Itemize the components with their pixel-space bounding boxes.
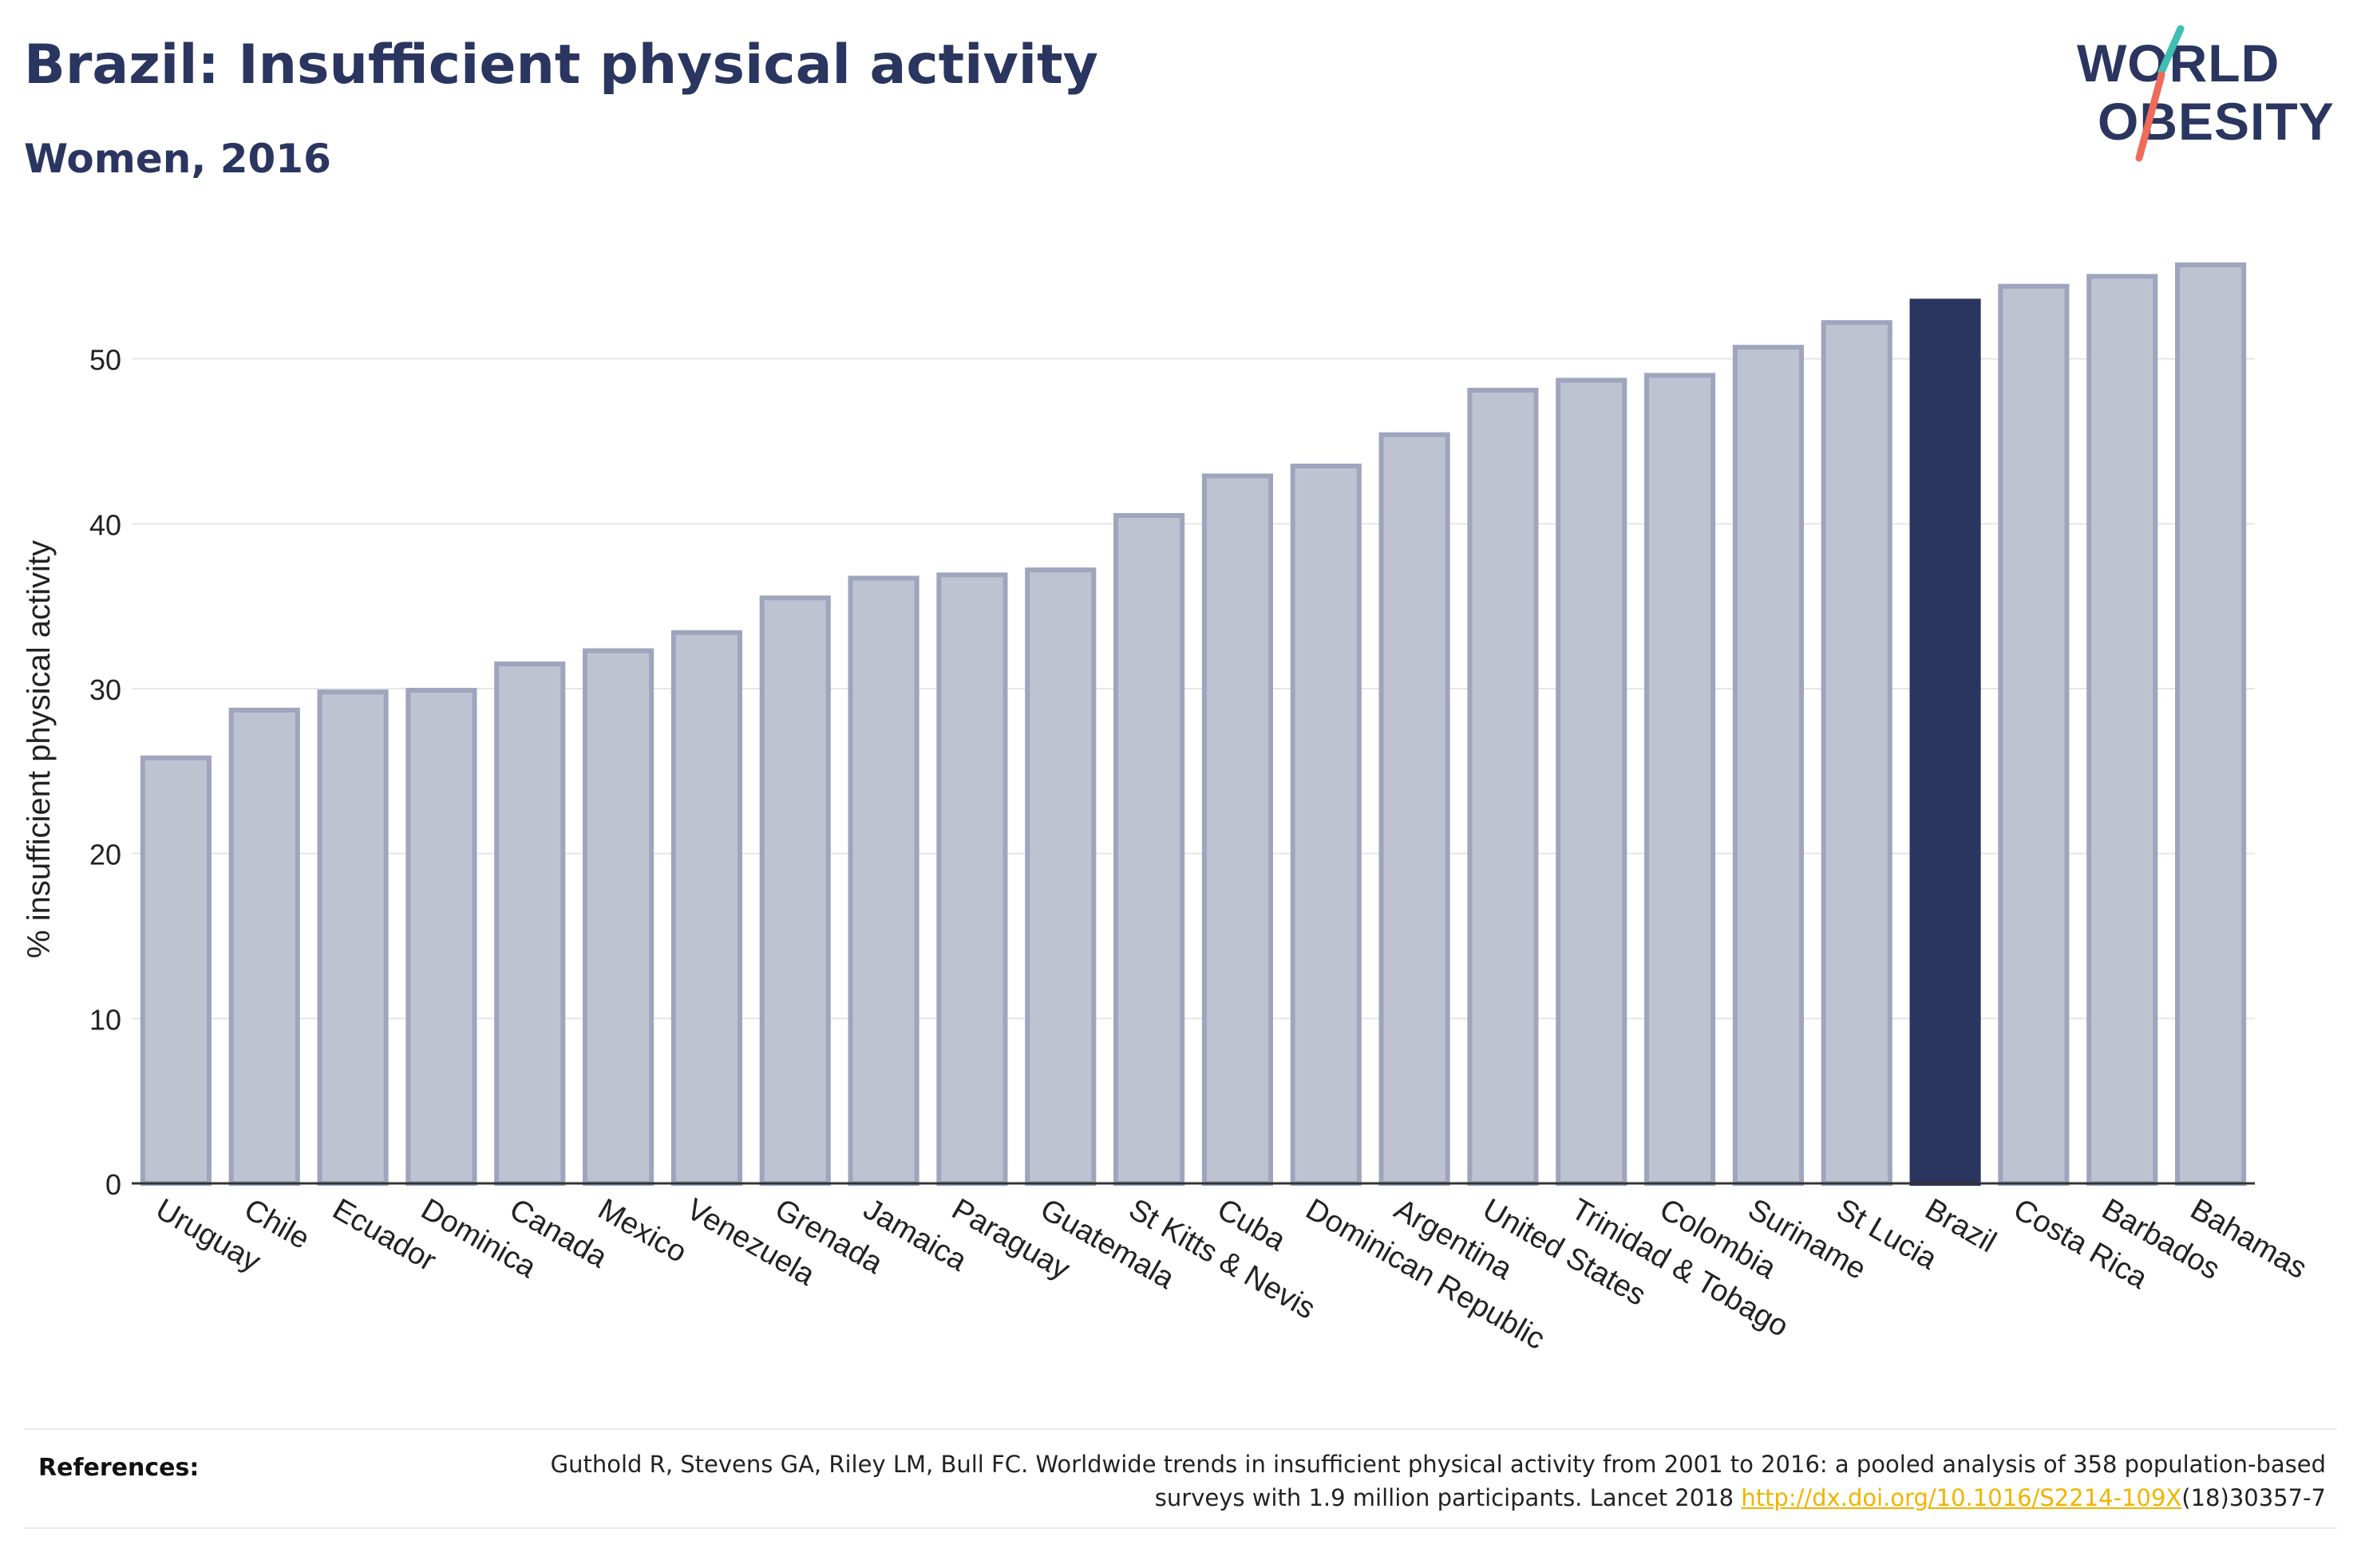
x-tick-label: Mexico <box>592 1192 692 1270</box>
references-text: Guthold R, Stevens GA, Riley LM, Bull FC… <box>522 1448 2326 1515</box>
y-tick-label: 10 <box>89 1003 121 1036</box>
bar-paraguay <box>936 572 1008 1186</box>
y-axis-label: % insufficient physical activity <box>22 540 57 958</box>
y-tick-label: 50 <box>89 344 121 377</box>
logo-slash-teal <box>2157 25 2185 76</box>
logo-line2: OBESITY <box>2098 92 2335 151</box>
bar-uruguay <box>140 755 212 1186</box>
bar-argentina <box>1378 432 1450 1186</box>
bar-st-lucia <box>1821 320 1892 1187</box>
y-tick-label: 20 <box>89 839 121 871</box>
bar-suriname <box>1732 345 1804 1187</box>
bar-guatemala <box>1025 567 1097 1186</box>
y-tick-label: 30 <box>89 673 121 706</box>
bar-grenada <box>759 595 831 1186</box>
bar-ecuador <box>317 689 389 1186</box>
chart-subtitle: Women, 2016 <box>24 136 331 182</box>
chart-title: Brazil: Insufficient physical activity <box>24 34 1098 97</box>
gridlines <box>132 357 2255 1020</box>
bar-canada <box>494 662 566 1186</box>
bar-chile <box>228 707 300 1186</box>
bars <box>140 262 2247 1187</box>
bar-jamaica <box>848 575 919 1186</box>
references-label: References: <box>38 1454 200 1482</box>
bar-barbados <box>2086 274 2158 1186</box>
bar-mexico <box>583 648 655 1186</box>
references-section: References: Guthold R, Stevens GA, Riley… <box>24 1428 2337 1529</box>
bar-brazil <box>1909 298 1981 1186</box>
bar-colombia <box>1644 373 1716 1187</box>
bar-dominican-republic <box>1290 464 1362 1186</box>
reference-citation: Guthold R, Stevens GA, Riley LM, Bull FC… <box>550 1451 2326 1511</box>
y-tick-label: 40 <box>89 508 121 541</box>
bar-costa-rica <box>1998 283 2070 1187</box>
bar-cuba <box>1201 473 1273 1186</box>
bar-united-states <box>1467 387 1539 1186</box>
reference-link[interactable]: http://dx.doi.org/10.1016/S2214-109X <box>1741 1484 2182 1511</box>
reference-citation-suffix: (18)30357-7 <box>2181 1484 2326 1511</box>
logo-slash-coral <box>2135 71 2165 162</box>
bar-bahamas <box>2175 262 2247 1186</box>
bar-venezuela <box>670 630 742 1186</box>
bar-st-kitts-nevis <box>1113 513 1185 1186</box>
bar-dominica <box>405 688 477 1186</box>
bar-trinidad-tobago <box>1556 377 1627 1186</box>
world-obesity-logo: WORLD OBESITY <box>2077 25 2335 162</box>
y-tick-label: 0 <box>105 1168 121 1201</box>
